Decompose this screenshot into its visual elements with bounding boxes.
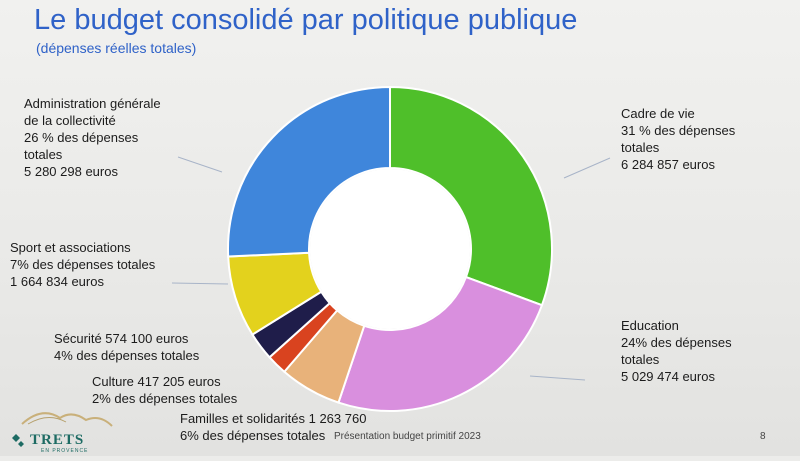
label-line: 26 % des dépenses xyxy=(24,130,139,145)
label-cadre-de-vie: Cadre de vie 31 % des dépenses totales 6… xyxy=(621,105,735,173)
leader-line-admin xyxy=(177,156,223,173)
label-sport-associations: Sport et associations 7% des dépenses to… xyxy=(10,239,155,290)
label-securite: Sécurité 574 100 euros 4% des dépenses t… xyxy=(54,330,199,364)
label-line: 6% des dépenses totales xyxy=(180,428,326,443)
label-education: Education 24% des dépenses totales 5 029… xyxy=(621,317,732,385)
label-line: totales xyxy=(24,147,63,162)
label-culture: Culture 417 205 euros 2% des dépenses to… xyxy=(92,373,237,407)
logo-subtext: EN PROVENCE xyxy=(41,448,89,454)
mountain-logo-icon xyxy=(12,412,113,447)
label-line: Administration générale xyxy=(24,96,161,111)
leader-line-education xyxy=(529,375,586,381)
label-line: 2% des dépenses totales xyxy=(92,391,238,406)
label-line: Education xyxy=(621,318,679,333)
page-number: 8 xyxy=(760,431,766,442)
leader-line-sport xyxy=(171,282,229,285)
label-line: 31 % des dépenses xyxy=(621,123,736,138)
label-line: Familles et solidarités 1 263 760 xyxy=(180,411,367,426)
label-administration: Administration générale de la collectivi… xyxy=(24,95,161,180)
trets-logo: TRETS EN PROVENCE xyxy=(8,402,118,456)
label-familles-solidarites: Familles et solidarités 1 263 760 6% des… xyxy=(180,410,366,444)
label-line: de la collectivité xyxy=(24,113,116,128)
label-line: Cadre de vie xyxy=(621,106,695,121)
label-line: 5 029 474 euros xyxy=(621,369,715,384)
donut-slice-cadre-de-vie xyxy=(389,85,553,307)
label-line: 1 664 834 euros xyxy=(10,274,104,289)
donut-hole xyxy=(310,169,470,329)
footer-text: Présentation budget primitif 2023 xyxy=(334,431,481,442)
label-line: 6 284 857 euros xyxy=(621,157,715,172)
label-line: 24% des dépenses xyxy=(621,335,732,350)
donut-slice-administration-g-n-rale-de-la-collectivit- xyxy=(227,85,391,258)
label-line: Sport et associations xyxy=(10,240,131,255)
page-subtitle: (dépenses réelles totales) xyxy=(36,40,197,56)
label-line: Sécurité 574 100 euros xyxy=(54,331,189,346)
leader-line-cadre xyxy=(563,157,611,179)
logo-text: TRETS xyxy=(30,432,85,448)
donut-slice-education xyxy=(337,275,544,412)
label-line: totales xyxy=(621,352,660,367)
label-line: totales xyxy=(621,140,660,155)
page-title: Le budget consolidé par politique publiq… xyxy=(34,4,578,36)
label-line: Culture 417 205 euros xyxy=(92,374,221,389)
label-line: 5 280 298 euros xyxy=(24,164,118,179)
label-line: 7% des dépenses totales xyxy=(10,257,156,272)
label-line: 4% des dépenses totales xyxy=(54,348,200,363)
